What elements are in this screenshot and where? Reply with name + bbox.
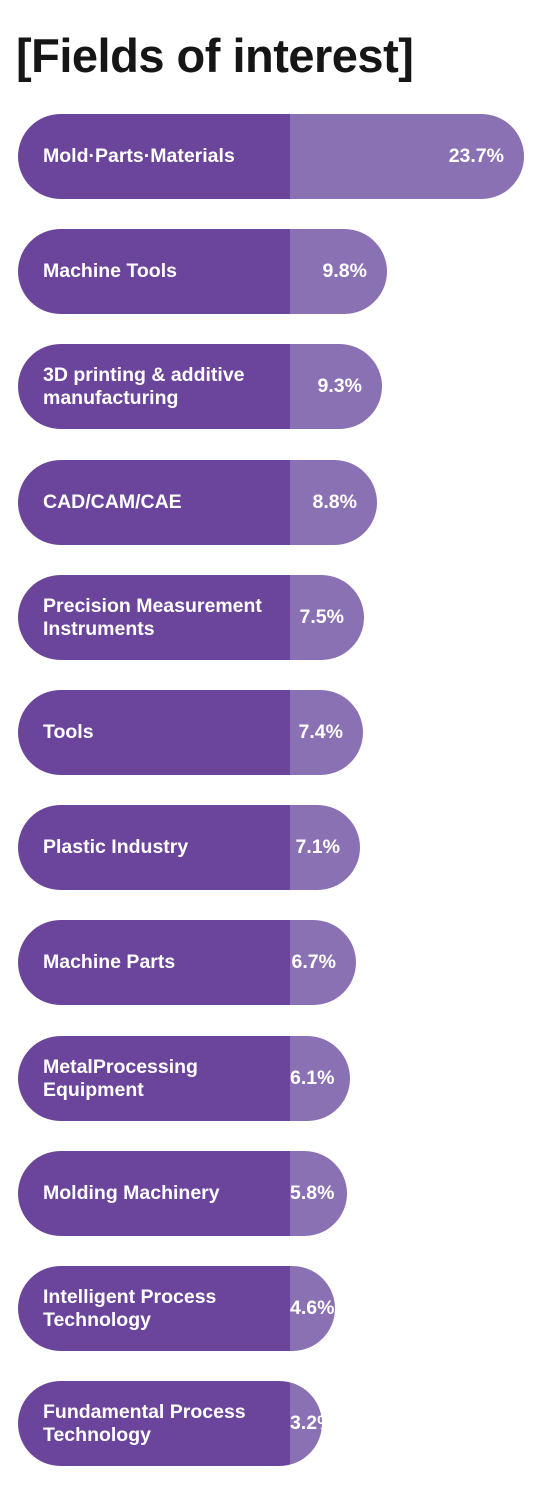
value-label: 6.1% xyxy=(290,1067,335,1089)
bar-label-segment: Machine Parts xyxy=(18,920,290,1005)
bar-label-segment: Molding Machinery xyxy=(18,1151,290,1236)
category-label: Mold·Parts·Materials xyxy=(43,145,235,167)
category-label: 3D printing & additive manufacturing xyxy=(43,363,245,409)
bar-label-segment: Precision Measurement Instruments xyxy=(18,575,290,660)
bar-value-segment: 3.2% xyxy=(290,1381,322,1466)
category-label: Fundamental Process Technology xyxy=(43,1400,246,1446)
value-label: 9.3% xyxy=(317,375,362,397)
bar-value-segment: 23.7% xyxy=(290,114,524,199)
bar-value-segment: 5.8% xyxy=(290,1151,347,1236)
bar-chart: Mold·Parts·Materials 23.7% Machine Tools 9.… xyxy=(18,0,528,1500)
category-label: Machine Parts xyxy=(43,951,176,973)
bar: Molding Machinery 5.8% xyxy=(18,1151,347,1236)
value-label: 6.7% xyxy=(291,951,336,973)
value-label: 4.6% xyxy=(290,1297,335,1319)
bar: CAD/CAM/CAE 8.8% xyxy=(18,460,377,545)
bar: 3D printing & additive manufacturing 9.3% xyxy=(18,344,382,429)
category-label: MetalProcessing Equipment xyxy=(43,1055,198,1101)
value-label: 8.8% xyxy=(312,491,357,513)
bar: Fundamental Process Technology 3.2% xyxy=(18,1381,322,1466)
category-label: CAD/CAM/CAE xyxy=(43,491,182,513)
value-label: 7.4% xyxy=(298,721,343,743)
bar-label-segment: Mold·Parts·Materials xyxy=(18,114,290,199)
bar-label-segment: MetalProcessing Equipment xyxy=(18,1036,290,1121)
category-label: Intelligent Process Technology xyxy=(43,1285,217,1331)
bar-value-segment: 6.1% xyxy=(290,1036,350,1121)
value-label: 9.8% xyxy=(322,260,367,282)
bar-label-segment: Plastic Industry xyxy=(18,805,290,890)
bar: MetalProcessing Equipment 6.1% xyxy=(18,1036,350,1121)
bar-value-segment: 7.5% xyxy=(290,575,364,660)
category-label: Plastic Industry xyxy=(43,836,189,858)
bar-value-segment: 8.8% xyxy=(290,460,377,545)
category-label: Tools xyxy=(43,721,94,743)
bar: Tools 7.4% xyxy=(18,690,363,775)
bar-value-segment: 7.1% xyxy=(290,805,360,890)
bar: Plastic Industry 7.1% xyxy=(18,805,360,890)
value-label: 7.1% xyxy=(295,836,340,858)
bar-value-segment: 9.3% xyxy=(290,344,382,429)
bar: Precision Measurement Instruments 7.5% xyxy=(18,575,364,660)
value-label: 7.5% xyxy=(299,606,344,628)
bar-label-segment: Tools xyxy=(18,690,290,775)
bar: Intelligent Process Technology 4.6% xyxy=(18,1266,335,1351)
bar: Machine Tools 9.8% xyxy=(18,229,387,314)
value-label: 3.2% xyxy=(290,1412,322,1434)
bar: Machine Parts 6.7% xyxy=(18,920,356,1005)
bar-label-segment: Machine Tools xyxy=(18,229,290,314)
chart-title: [Fields of interest] xyxy=(16,29,414,82)
bar-label-segment: 3D printing & additive manufacturing xyxy=(18,344,290,429)
value-label: 23.7% xyxy=(448,145,504,167)
bar-label-segment: CAD/CAM/CAE xyxy=(18,460,290,545)
category-label: Machine Tools xyxy=(43,260,177,282)
category-label: Precision Measurement Instruments xyxy=(43,594,262,640)
category-label: Molding Machinery xyxy=(43,1182,220,1204)
bar: Mold·Parts·Materials 23.7% xyxy=(18,114,524,199)
value-label: 5.8% xyxy=(290,1182,335,1204)
bar-label-segment: Fundamental Process Technology xyxy=(18,1381,290,1466)
bar-value-segment: 4.6% xyxy=(290,1266,335,1351)
bar-value-segment: 6.7% xyxy=(290,920,356,1005)
bar-value-segment: 9.8% xyxy=(290,229,387,314)
bar-value-segment: 7.4% xyxy=(290,690,363,775)
bar-label-segment: Intelligent Process Technology xyxy=(18,1266,290,1351)
